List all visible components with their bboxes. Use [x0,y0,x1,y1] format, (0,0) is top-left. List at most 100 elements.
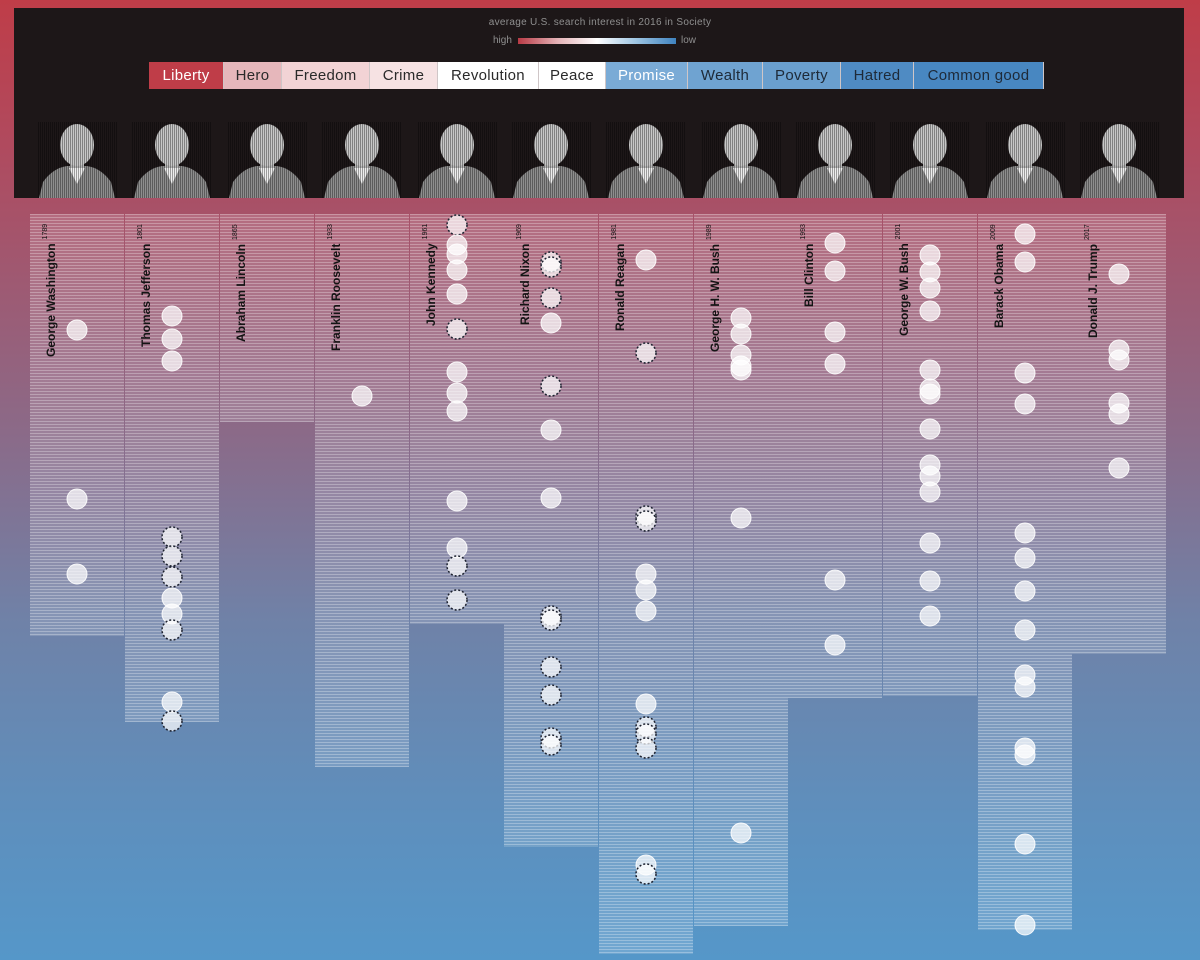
data-dot [1014,362,1036,384]
data-dot [446,361,468,383]
data-dot [446,555,468,577]
data-dot [635,510,657,532]
data-dot [1014,619,1036,641]
data-dot [161,710,183,732]
data-dot [730,507,752,529]
data-dot [161,328,183,350]
data-dot [919,481,941,503]
portrait-4 [322,122,402,198]
data-dot [1014,580,1036,602]
portrait-2 [132,122,212,198]
data-dot [161,526,183,548]
data-dot [1014,547,1036,569]
data-dot [730,323,752,345]
data-dot [66,563,88,585]
data-dot [540,312,562,334]
data-dot [824,232,846,254]
data-dot [824,260,846,282]
data-dot [540,609,562,631]
column-barack-obama: Barack Obama2009 [978,214,1072,930]
data-dot [919,300,941,322]
category-liberty: Liberty [149,62,224,89]
data-dot [1014,833,1036,855]
data-dot [446,400,468,422]
portrait-9 [795,122,875,198]
portrait-8 [701,122,781,198]
data-dot [919,570,941,592]
data-dot [161,305,183,327]
data-dot [919,359,941,381]
data-dot [1014,522,1036,544]
category-wealth: Wealth [688,62,763,89]
data-dot [1014,251,1036,273]
portrait-row [37,122,1159,198]
data-dot [540,734,562,756]
portrait-7 [606,122,686,198]
data-dot [446,283,468,305]
data-dot [161,691,183,713]
data-dot [446,490,468,512]
data-dot [1108,457,1130,479]
data-dot [635,249,657,271]
data-dot [446,214,468,236]
category-peace: Peace [539,62,606,89]
data-dot [919,277,941,299]
column-bill-clinton: Bill Clinton1993 [788,214,882,698]
portrait-3 [227,122,307,198]
portrait-11 [985,122,1065,198]
category-hero: Hero [224,62,282,89]
data-dot [540,375,562,397]
data-dot [161,619,183,641]
data-dot [635,342,657,364]
category-promise: Promise [606,62,688,89]
legend-caption: average U.S. search interest in 2016 in … [488,17,712,28]
portrait-5 [417,122,497,198]
data-dot [446,318,468,340]
data-dot [635,600,657,622]
category-freedom: Freedom [282,62,370,89]
category-revolution: Revolution [438,62,539,89]
column-franklin-roosevelt: Franklin Roosevelt1933 [315,214,409,767]
data-dot [824,353,846,375]
legend-gradient-bar [518,38,676,44]
data-dot [1014,393,1036,415]
data-dot [919,418,941,440]
data-dot [919,532,941,554]
portrait-6 [511,122,591,198]
data-dot [1014,676,1036,698]
data-dot [540,287,562,309]
portrait-10 [890,122,970,198]
data-dot [635,693,657,715]
data-dot [446,589,468,611]
category-bar: Liberty Hero Freedom Crime Revolution Peace Pr… [149,62,1044,89]
data-dot [540,487,562,509]
data-dot [161,566,183,588]
data-dot [730,822,752,844]
data-dot [540,684,562,706]
data-dot [1108,349,1130,371]
data-dot [824,634,846,656]
data-dot [351,385,373,407]
data-dot [540,256,562,278]
legend-low-label: low [681,35,697,46]
data-dot [730,359,752,381]
data-dot [1014,914,1036,936]
data-dot [919,383,941,405]
category-poverty: Poverty [763,62,841,89]
data-dot [446,259,468,281]
category-crime: Crime [370,62,438,89]
data-dot [161,545,183,567]
data-dot [446,537,468,559]
data-dot [635,579,657,601]
data-dot [1014,223,1036,245]
data-dot [1014,744,1036,766]
data-dot [66,319,88,341]
portrait-12 [1079,122,1159,198]
data-dot [540,656,562,678]
column-abraham-lincoln: Abraham Lincoln1865 [220,214,314,422]
category-hatred: Hatred [841,62,914,89]
data-dot [446,382,468,404]
data-dot [635,863,657,885]
data-dot [540,419,562,441]
